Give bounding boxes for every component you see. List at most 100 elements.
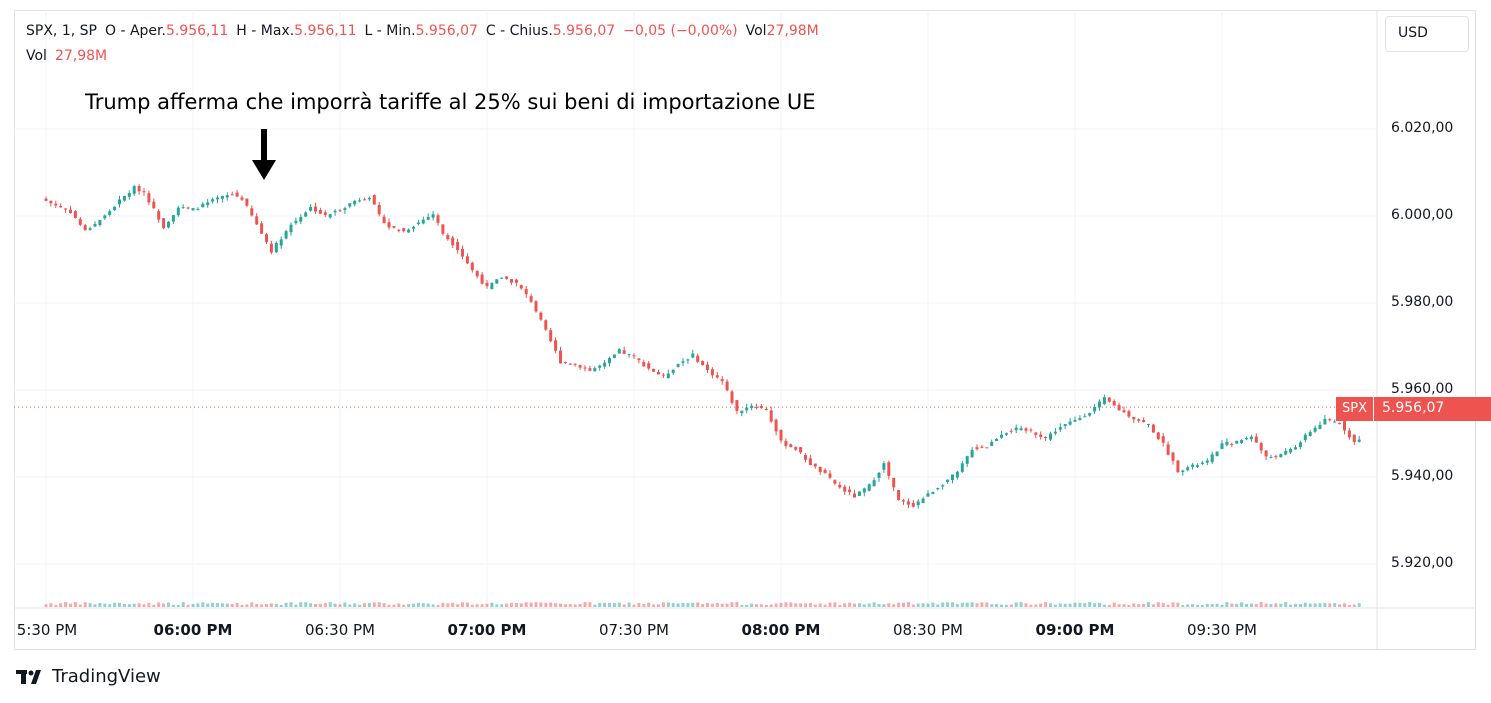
volume-bar [1352,604,1356,607]
volume-bar [426,603,430,607]
volume-bar [1122,604,1126,607]
volume-bar [500,604,504,607]
candle-body [1039,434,1043,438]
volume-bar [137,603,141,607]
candle-body [720,379,724,382]
candle-body [1357,439,1361,442]
volume-bar [1024,603,1028,607]
candle-body [769,410,773,422]
candle-body [451,237,455,246]
legend-low-label: L - Min. [364,23,416,39]
candle-body [872,480,876,487]
volume-bar [328,602,332,607]
volume-bar [877,603,881,607]
volume-bar [431,604,435,607]
currency-button[interactable]: USD [1385,16,1469,52]
x-tick-label: 08:00 PM [741,621,821,639]
candle-body [353,200,357,205]
volume-bar [769,604,773,607]
price-tag-value: 5.956,07 [1374,397,1491,421]
candle-body [975,447,979,450]
candle-body [936,488,940,490]
candle-body [441,224,445,234]
candle-body [284,231,288,239]
candle-body [789,444,793,448]
candle-body [1034,432,1038,435]
candle-body [269,243,273,253]
volume-bar [818,603,822,607]
volume-bar [1058,603,1062,607]
candle-body [1014,427,1018,431]
candle-body [838,484,842,488]
volume-bar [632,604,636,607]
candle-body [1225,441,1229,445]
candle-body [671,369,675,373]
candle-body [853,493,856,498]
volume-bar [1220,604,1224,607]
volume-bar [1245,604,1248,607]
volume-bar [402,604,406,607]
volume-bar [490,602,494,607]
x-tick-label: 07:30 PM [599,621,669,639]
legend-vol-label: Vol [745,23,767,39]
volume-bar [892,604,896,607]
volume-bar [1073,602,1077,607]
candle-body [93,223,97,227]
volume-bar [926,603,930,607]
volume-bar [465,602,469,607]
candle-body [196,208,200,210]
volume-bar [857,603,861,607]
volume-bar [382,603,386,607]
volume-bar [725,603,729,607]
volume-bar [730,602,734,607]
candle-body [1171,452,1175,461]
candle-body [250,208,254,216]
volume-bar [132,603,136,607]
volume-bar [985,602,989,607]
volume-bar [367,602,371,607]
volume-bar [946,602,950,607]
x-tick-label: 06:00 PM [153,621,233,639]
candle-body [206,202,210,206]
volume-bar [539,602,543,607]
x-tick-label: 5:30 PM [16,621,78,639]
y-tick-label: 5.980,00 [1391,294,1454,310]
volume-bar [122,603,126,607]
volume-bar [1000,604,1003,607]
candle-body [397,229,401,231]
candle-body [612,354,616,358]
legend-symbol[interactable]: SPX, 1, SP [26,23,97,39]
volume-bar [250,602,254,607]
candle-body [578,365,582,368]
candle-body [235,192,239,197]
volume-bar [965,602,969,607]
candle-body [407,229,411,233]
x-tick-label: 07:00 PM [447,621,527,639]
candle-body [64,208,68,210]
volume-bar [176,604,180,607]
volume-bar [348,604,352,607]
tradingview-logo[interactable]: TradingView [16,666,161,687]
candle-body [475,270,479,277]
volume-bar [1279,603,1283,607]
y-tick-label: 5.960,00 [1391,381,1454,397]
volume-legend-label[interactable]: Vol [26,48,47,64]
chart-frame [14,10,1476,650]
candle-body [652,368,656,372]
volume-bar [314,603,317,607]
volume-bar [794,603,798,607]
candle-body [1333,421,1337,423]
volume-bar [647,602,651,607]
volume-bar [843,603,847,607]
candle-body [162,218,166,229]
volume-bar [902,602,905,607]
candle-body [706,364,709,370]
candle-body [294,220,298,224]
candle-body [333,210,337,213]
volume-bar [897,602,901,607]
volume-bar [1078,602,1082,607]
candle-body [573,363,577,365]
candle-body [338,210,342,212]
candle-body [426,216,430,220]
